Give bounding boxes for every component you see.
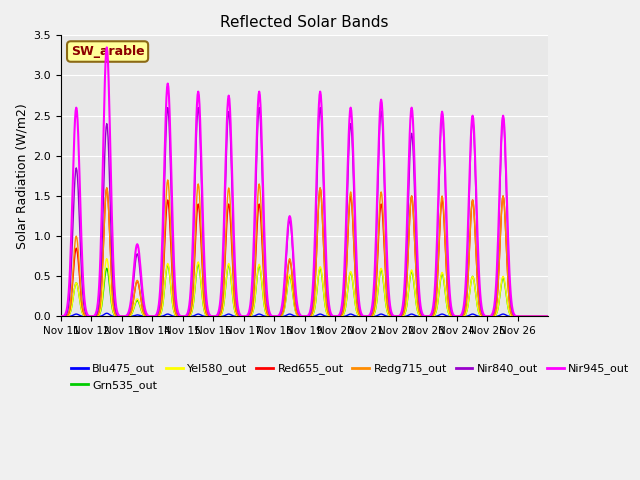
Red655_out [247,311,255,316]
Redg715_out [247,310,255,316]
Redg715_out [228,255,236,261]
Nir840_out [228,206,236,212]
Blu475_out [355,313,363,319]
Redg715_out [382,283,390,288]
Nir945_out [103,45,111,50]
Grn535_out [195,262,202,267]
Blu475_out [515,313,522,319]
Yel580_out [247,312,255,318]
Yel580_out [103,256,111,262]
Grn535_out [228,292,236,298]
Line: Nir840_out: Nir840_out [61,108,548,316]
Nir945_out [57,313,65,319]
Grn535_out [205,313,212,319]
Redg715_out [115,313,122,319]
Grn535_out [382,303,390,309]
Redg715_out [515,313,522,319]
Nir840_out [164,105,172,110]
Yel580_out [57,313,65,319]
Nir840_out [57,313,65,319]
Red655_out [545,313,552,319]
Yel580_out [382,303,390,309]
Yel580_out [205,313,212,319]
Y-axis label: Solar Radiation (W/m2): Solar Radiation (W/m2) [15,103,28,249]
Yel580_out [515,313,522,319]
Nir840_out [247,303,255,309]
Redg715_out [205,313,212,319]
Redg715_out [355,311,363,316]
Redg715_out [57,313,65,319]
Blu475_out [57,313,65,319]
Nir945_out [355,297,363,303]
Red655_out [115,313,123,319]
Blu475_out [247,313,255,319]
Nir840_out [115,313,122,319]
Grn535_out [247,313,255,319]
Nir840_out [515,313,522,319]
Red655_out [355,311,363,316]
Grn535_out [515,313,522,319]
Nir945_out [228,185,236,191]
Nir945_out [115,312,123,318]
Line: Blu475_out: Blu475_out [61,313,548,316]
Red655_out [228,262,236,268]
Text: SW_arable: SW_arable [71,45,145,58]
Blu475_out [103,311,111,316]
Redg715_out [545,313,552,319]
Line: Nir945_out: Nir945_out [61,48,548,316]
Nir945_out [382,231,390,237]
Nir945_out [515,313,522,319]
Yel580_out [115,313,123,319]
Nir840_out [382,248,390,254]
Red655_out [57,313,65,319]
Blu475_out [228,312,236,318]
Nir945_out [205,309,212,314]
Line: Yel580_out: Yel580_out [61,259,548,316]
Nir945_out [247,296,255,302]
Grn535_out [115,313,122,319]
Blu475_out [545,313,552,319]
Grn535_out [545,313,552,319]
Line: Grn535_out: Grn535_out [61,264,548,316]
Grn535_out [57,313,65,319]
Blu475_out [382,313,390,319]
Blu475_out [115,313,123,319]
Line: Red655_out: Red655_out [61,188,548,316]
Red655_out [103,185,111,191]
Grn535_out [355,313,363,319]
Nir945_out [545,313,552,319]
Blu475_out [205,313,212,319]
Red655_out [515,313,522,319]
Red655_out [205,313,212,319]
Red655_out [382,286,390,291]
Nir840_out [355,304,363,310]
Nir840_out [545,313,552,319]
Nir840_out [205,312,212,317]
Title: Reflected Solar Bands: Reflected Solar Bands [220,15,389,30]
Legend: Blu475_out, Grn535_out, Yel580_out, Red655_out, Redg715_out, Nir840_out, Nir945_: Blu475_out, Grn535_out, Yel580_out, Red6… [67,359,634,395]
Redg715_out [164,177,172,183]
Yel580_out [355,313,363,319]
Yel580_out [228,291,236,297]
Yel580_out [545,313,552,319]
Line: Redg715_out: Redg715_out [61,180,548,316]
